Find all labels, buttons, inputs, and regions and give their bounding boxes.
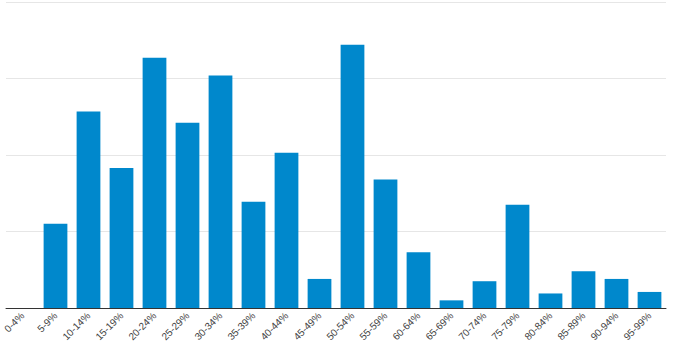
svg-text:80-84%: 80-84% <box>522 310 554 342</box>
svg-text:30-34%: 30-34% <box>192 310 224 342</box>
svg-text:5-9%: 5-9% <box>35 310 59 334</box>
svg-text:50-54%: 50-54% <box>324 310 356 342</box>
svg-text:70-74%: 70-74% <box>456 310 488 342</box>
svg-text:45-49%: 45-49% <box>291 310 323 342</box>
svg-text:75-79%: 75-79% <box>489 310 521 342</box>
svg-text:10-14%: 10-14% <box>60 310 92 342</box>
svg-text:35-39%: 35-39% <box>225 310 257 342</box>
svg-text:25-29%: 25-29% <box>159 310 191 342</box>
svg-text:40-44%: 40-44% <box>258 310 290 342</box>
svg-text:90-94%: 90-94% <box>588 310 620 342</box>
svg-text:0-4%: 0-4% <box>2 310 26 334</box>
svg-text:60-64%: 60-64% <box>390 310 422 342</box>
svg-text:85-89%: 85-89% <box>555 310 587 342</box>
svg-text:65-69%: 65-69% <box>423 310 455 342</box>
svg-text:95-99%: 95-99% <box>621 310 653 342</box>
svg-text:20-24%: 20-24% <box>126 310 158 342</box>
svg-text:15-19%: 15-19% <box>93 310 125 342</box>
svg-text:55-59%: 55-59% <box>357 310 389 342</box>
